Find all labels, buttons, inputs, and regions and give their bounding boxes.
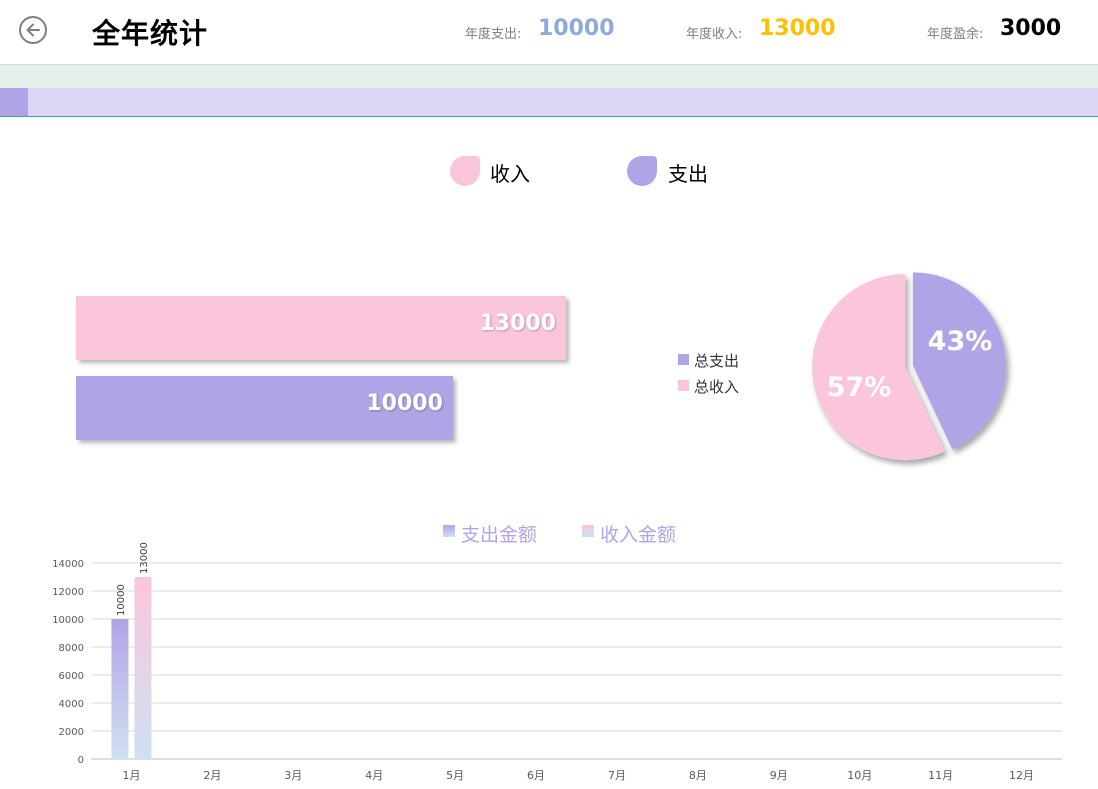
page-title: 全年统计: [92, 17, 209, 50]
y-tick-label: 8000: [59, 643, 84, 654]
timeline-handle[interactable]: [0, 88, 28, 116]
pie-legend-income: 总收入: [694, 378, 740, 396]
income-legend-icon: [450, 156, 480, 186]
x-tick-label: 10月: [847, 769, 872, 782]
expense-total-bar: 10000: [76, 376, 453, 440]
pie-chart: 43% 57%: [812, 272, 1006, 461]
header-bar: 全年统计 年度支出: 10000 年度收入: 13000 年度盈余: 3000: [0, 0, 1098, 64]
monthly-bar-chart: 0 2000 4000 6000 8000 10000 12000 14000 1月 10000 1…: [52, 542, 1062, 782]
monthly-legend-income-swatch: [582, 525, 594, 537]
monthly-legend-expense-swatch: [443, 525, 455, 537]
pie-slice-income: [812, 274, 945, 461]
x-tick-label: 5月: [446, 769, 464, 782]
expense-total-label: 10000: [366, 391, 443, 416]
x-tick-label: 4月: [365, 769, 383, 782]
pie-legend-expense-swatch: [678, 354, 689, 365]
pie-legend-income-swatch: [678, 380, 689, 391]
y-tick-label: 12000: [52, 587, 84, 598]
pie-label-income: 57%: [827, 372, 892, 403]
timeline-strip: [0, 88, 1098, 117]
pie-label-expense: 43%: [928, 326, 993, 357]
x-tick-label: 8月: [689, 769, 707, 782]
monthly-legend-income: 收入金额: [600, 524, 677, 546]
income-total-bar: 13000: [76, 296, 566, 360]
income-legend-label: 收入: [490, 162, 530, 186]
x-tick-label: 3月: [284, 769, 302, 782]
x-tick-label: 1月: [122, 769, 140, 782]
pie-legend-expense: 总支出: [694, 352, 740, 370]
back-arrow-icon: [26, 23, 40, 37]
income-bar: [134, 577, 152, 759]
bar-data-label: 10000: [116, 584, 127, 616]
x-tick-label: 2月: [203, 769, 221, 782]
expense-bar: [111, 619, 129, 759]
y-tick-label: 10000: [52, 615, 84, 626]
x-tick-label: 7月: [608, 769, 626, 782]
y-tick-label: 6000: [59, 671, 84, 682]
monthly-legend-expense: 支出金额: [461, 524, 538, 546]
y-tick-label: 14000: [52, 559, 84, 570]
surplus-label: 年度盈余:: [927, 27, 984, 42]
back-button[interactable]: [19, 16, 47, 44]
pie-slice-expense: [912, 272, 1006, 450]
y-tick-label: 4000: [59, 699, 84, 710]
expense-label: 年度支出:: [465, 27, 522, 42]
expense-value: 10000: [538, 16, 615, 41]
expense-legend-icon: [627, 156, 657, 186]
filter-strip: [0, 64, 1098, 89]
income-total-label: 13000: [479, 311, 556, 336]
expense-legend-label: 支出: [668, 162, 708, 186]
y-tick-label: 2000: [59, 727, 84, 738]
x-tick-label: 12月: [1009, 769, 1034, 782]
x-tick-label: 6月: [527, 769, 545, 782]
income-label: 年度收入:: [686, 27, 743, 42]
y-tick-label: 0: [78, 755, 84, 766]
x-tick-label: 9月: [770, 769, 788, 782]
x-tick-label: 11月: [928, 769, 953, 782]
bar-data-label: 13000: [139, 542, 150, 574]
income-value: 13000: [759, 16, 836, 41]
surplus-value: 3000: [1000, 16, 1062, 41]
